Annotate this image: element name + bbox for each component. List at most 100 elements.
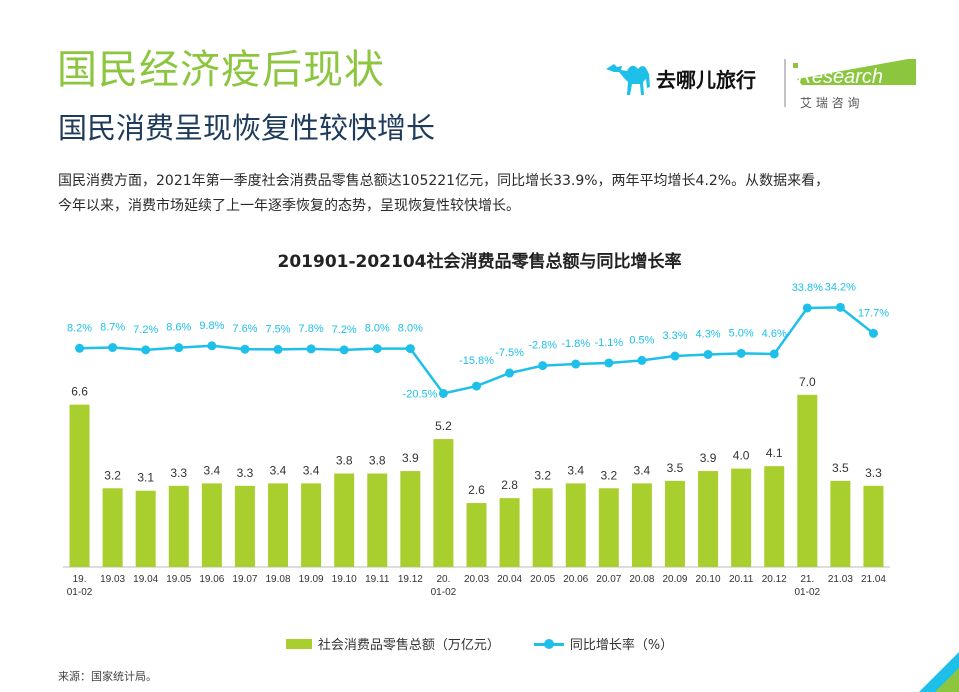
bar-value-label-12: 2.6 — [468, 483, 485, 497]
category-label-9: 19.11 — [365, 574, 390, 585]
bar-value-label-7: 3.4 — [303, 463, 320, 477]
growth-value-label-23: 34.2% — [825, 281, 856, 293]
page-subtitle: 国民消费呈现恢复性较快增长 — [58, 111, 436, 145]
legend-bar-label: 社会消费品零售总额（万亿元） — [317, 638, 500, 653]
legend-item-bar: 社会消费品零售总额（万亿元） — [285, 634, 500, 653]
growth-value-label-1: 8.7% — [100, 322, 125, 334]
growth-point-16 — [604, 358, 614, 368]
category-label-21: 20.12 — [762, 574, 787, 585]
bar-value-label-14: 3.2 — [534, 468, 551, 482]
bar-value-label-2: 3.1 — [137, 471, 154, 485]
bar-value-label-20: 4.0 — [733, 449, 750, 463]
growth-value-label-6: 7.5% — [265, 323, 290, 335]
growth-point-20 — [736, 348, 746, 358]
page-title: 国民经济疫后现状 — [57, 47, 385, 93]
growth-point-9 — [372, 344, 382, 354]
growth-point-10 — [405, 344, 415, 354]
growth-value-label-16: -1.1% — [594, 337, 623, 349]
legend-line-swatch — [533, 638, 564, 649]
category-label-8: 19.10 — [332, 574, 357, 585]
summary-line-1: 国民消费方面，2021年第一季度社会消费品零售总额达105221亿元，同比增长3… — [58, 173, 830, 189]
bar-value-label-23: 3.5 — [832, 461, 849, 475]
bar-4 — [201, 483, 222, 567]
category-label-13: 20.04 — [497, 574, 522, 585]
growth-value-label-22: 33.8% — [792, 282, 823, 294]
growth-value-label-9: 8.0% — [365, 323, 390, 335]
growth-point-17 — [637, 355, 647, 365]
bar-0 — [69, 404, 90, 567]
growth-value-label-15: -1.8% — [561, 338, 590, 350]
growth-point-22 — [802, 303, 812, 313]
bar-9 — [367, 473, 388, 567]
bar-value-label-3: 3.3 — [170, 466, 187, 480]
bar-value-label-18: 3.5 — [667, 461, 684, 475]
bar-10 — [400, 471, 421, 567]
category-label-11-1: 01-02 — [431, 587, 457, 598]
qunar-logo-text: 去哪儿旅行 — [656, 68, 756, 92]
category-label-24: 21.04 — [861, 574, 886, 585]
growth-point-21 — [769, 349, 779, 359]
bar-13 — [499, 498, 520, 567]
bar-15 — [565, 483, 586, 567]
bar-22 — [797, 394, 818, 567]
bar-18 — [664, 480, 685, 567]
iresearch-banner — [797, 59, 916, 85]
summary-paragraph: 国民消费方面，2021年第一季度社会消费品零售总额达105221亿元，同比增长3… — [58, 169, 928, 219]
category-label-15: 20.06 — [563, 574, 588, 585]
bar-23 — [830, 480, 851, 567]
category-label-5: 19.07 — [232, 574, 257, 585]
bar-8 — [334, 473, 355, 567]
summary-line-2: 今年以来，消费市场延续了上一年逐季恢复的态势，呈现恢复性较快增长。 — [58, 198, 520, 214]
legend-line-label: 同比增长率（%） — [569, 638, 674, 653]
category-label-3: 19.05 — [166, 574, 191, 585]
chart-title: 201901-202104社会消费品零售总额与同比增长率 — [277, 252, 682, 272]
growth-point-13 — [505, 368, 515, 378]
bar-value-label-21: 4.1 — [766, 446, 783, 460]
legend-bar-swatch — [285, 638, 312, 649]
bar-value-label-16: 3.2 — [600, 468, 617, 482]
bar-24 — [863, 485, 884, 567]
growth-value-label-3: 8.6% — [166, 322, 191, 334]
category-label-22-0: 21. — [800, 574, 814, 585]
growth-point-3 — [174, 343, 184, 353]
category-label-14: 20.05 — [530, 574, 555, 585]
category-label-23: 21.03 — [828, 574, 853, 585]
bar-2 — [135, 490, 156, 567]
category-label-1: 19.03 — [100, 574, 125, 585]
category-label-16: 20.07 — [596, 574, 621, 585]
corner-decoration — [919, 652, 959, 692]
source-note: 来源：国家统计局。 — [58, 670, 157, 683]
category-label-19: 20.10 — [696, 574, 721, 585]
category-label-7: 19.09 — [299, 574, 324, 585]
growth-value-label-24: 17.7% — [858, 307, 889, 319]
chart-legend: 社会消费品零售总额（万亿元） 同比增长率（%） — [0, 634, 959, 653]
growth-value-label-13: -7.5% — [495, 347, 524, 359]
bar-12 — [466, 503, 487, 567]
growth-point-11 — [438, 389, 448, 398]
growth-value-label-21: 4.6% — [762, 328, 787, 340]
growth-value-label-0: 8.2% — [67, 322, 92, 334]
growth-point-18 — [670, 351, 680, 361]
growth-value-label-19: 4.3% — [696, 328, 721, 340]
growth-point-5 — [240, 344, 250, 354]
category-label-2: 19.04 — [133, 574, 158, 585]
category-label-18: 20.09 — [662, 574, 687, 585]
bar-value-label-11: 5.2 — [435, 419, 452, 433]
bar-value-label-5: 3.3 — [237, 466, 254, 480]
growth-point-8 — [339, 345, 349, 355]
growth-value-label-17: 0.5% — [629, 334, 654, 346]
bar-value-label-0: 6.6 — [71, 385, 88, 399]
category-label-20: 20.11 — [729, 574, 754, 585]
growth-value-label-10: 8.0% — [398, 323, 423, 335]
growth-point-24 — [868, 328, 878, 338]
growth-point-15 — [571, 359, 581, 369]
category-label-0-0: 19. — [73, 574, 87, 585]
bar-6 — [268, 483, 289, 567]
category-label-22-1: 01-02 — [795, 587, 821, 598]
bar-14 — [532, 488, 553, 567]
growth-value-label-8: 7.2% — [332, 324, 357, 336]
growth-value-label-5: 7.6% — [232, 323, 257, 335]
bar-value-label-10: 3.9 — [402, 451, 419, 465]
iresearch-dot — [793, 63, 798, 68]
